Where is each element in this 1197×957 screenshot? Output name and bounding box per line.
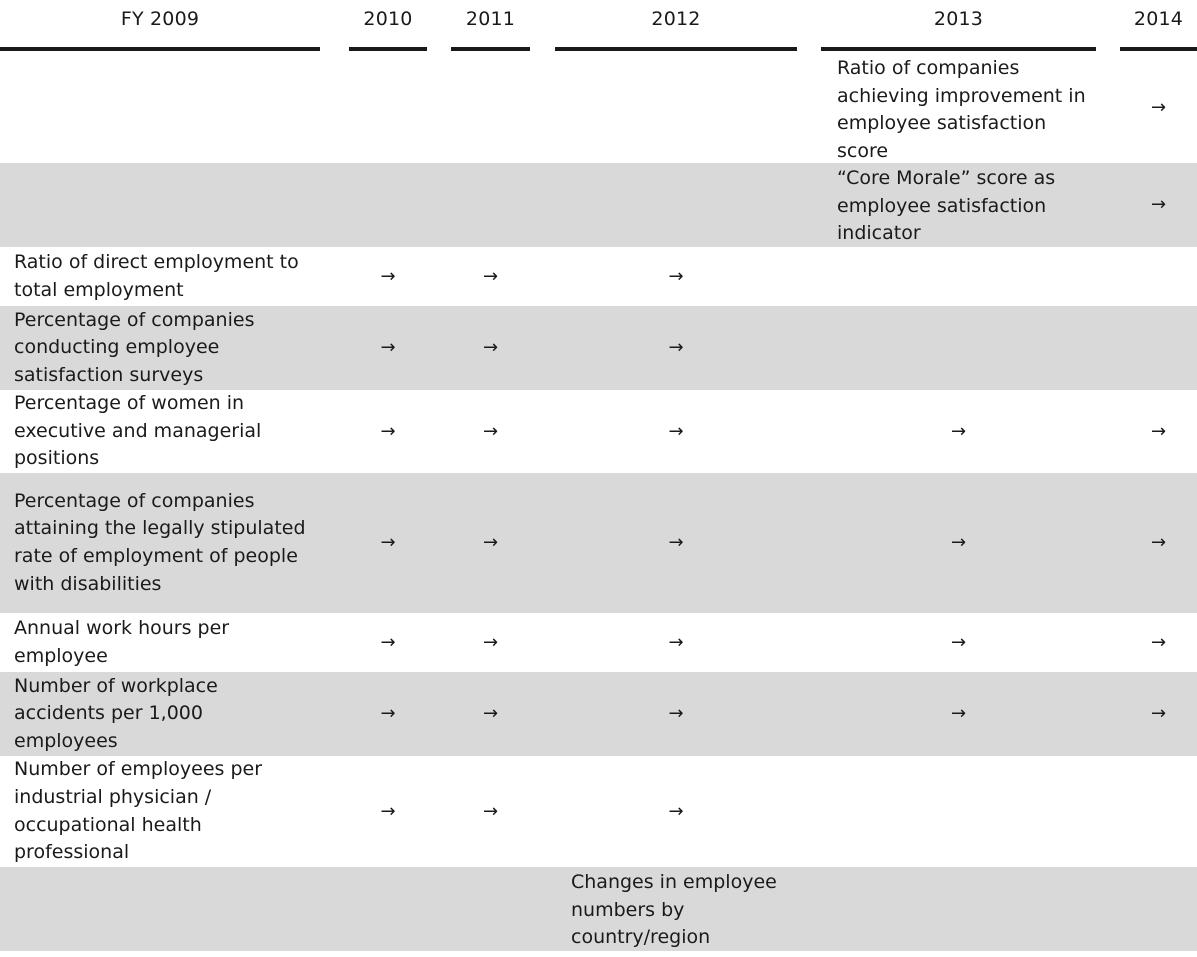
table-row: Ratio of direct employment to total empl… [0,247,1197,306]
table-row: Number of employees per industrial physi… [0,756,1197,867]
arrow-icon: → [482,631,499,653]
row-note-2012: Changes in employee numbers by country/r… [571,871,777,949]
arrow-icon: → [668,800,684,822]
arrow-icon: → [950,420,967,442]
arrow-icon: → [380,800,396,822]
column-header-2011: 2011 [451,0,530,52]
arrow-icon: → [380,420,396,442]
arrow-icon: → [668,265,684,287]
row-label: Percentage of companies conducting emplo… [14,308,255,386]
header-rule [451,47,530,51]
row-label: Number of employees per industrial physi… [14,758,263,864]
arrow-icon: → [668,532,684,554]
arrow-icon: → [1150,97,1167,119]
arrow-icon: → [380,532,396,554]
column-header-fy2009: FY 2009 [0,0,320,52]
arrow-icon: → [668,420,684,442]
table-row: Number of workplace accidents per 1,000 … [0,672,1197,756]
header-rule [821,47,1096,51]
header-rule [0,47,320,51]
column-header-2014: 2014 [1120,0,1197,52]
arrow-icon: → [1150,194,1167,216]
arrow-icon: → [950,532,967,554]
row-note-2013: “Core Morale” score as employee satisfac… [837,167,1056,245]
arrow-icon: → [950,703,967,725]
header-rule [555,47,797,51]
table-row: “Core Morale” score as employee satisfac… [0,163,1197,247]
arrow-icon: → [380,337,396,359]
row-label: Ratio of direct employment to total empl… [14,250,299,301]
arrow-icon: → [482,420,499,442]
table-row: Percentage of companies conducting emplo… [0,306,1197,390]
column-header-2012: 2012 [555,0,797,52]
arrow-icon: → [1150,420,1167,442]
arrow-icon: → [482,532,499,554]
arrow-icon: → [482,337,499,359]
arrow-icon: → [482,265,499,287]
header-rule [1120,47,1197,51]
arrow-icon: → [482,800,499,822]
table-row: Percentage of companies attaining the le… [0,473,1197,613]
arrow-icon: → [668,631,684,653]
table-row: Changes in employee numbers by country/r… [0,867,1197,951]
arrow-icon: → [1150,703,1167,725]
row-label: Number of workplace accidents per 1,000 … [14,674,218,752]
arrow-icon: → [482,703,499,725]
arrow-icon: → [380,703,396,725]
row-label: Annual work hours per employee [14,616,230,667]
column-header-2013: 2013 [821,0,1096,52]
row-label: Percentage of companies attaining the le… [14,489,306,595]
table-row: Annual work hours per employee → → → → → [0,613,1197,672]
table-row: Percentage of women in executive and man… [0,390,1197,473]
arrow-icon: → [1150,532,1167,554]
arrow-icon: → [668,703,684,725]
arrow-icon: → [950,631,967,653]
arrow-icon: → [380,631,396,653]
table-row: Ratio of companies achieving improvement… [0,53,1197,163]
arrow-icon: → [380,265,396,287]
row-label: Percentage of women in executive and man… [14,392,262,470]
header-rule [349,47,427,51]
arrow-icon: → [668,337,684,359]
column-header-2010: 2010 [349,0,427,52]
arrow-icon: → [1150,631,1167,653]
row-note-2013: Ratio of companies achieving improvement… [837,57,1086,162]
